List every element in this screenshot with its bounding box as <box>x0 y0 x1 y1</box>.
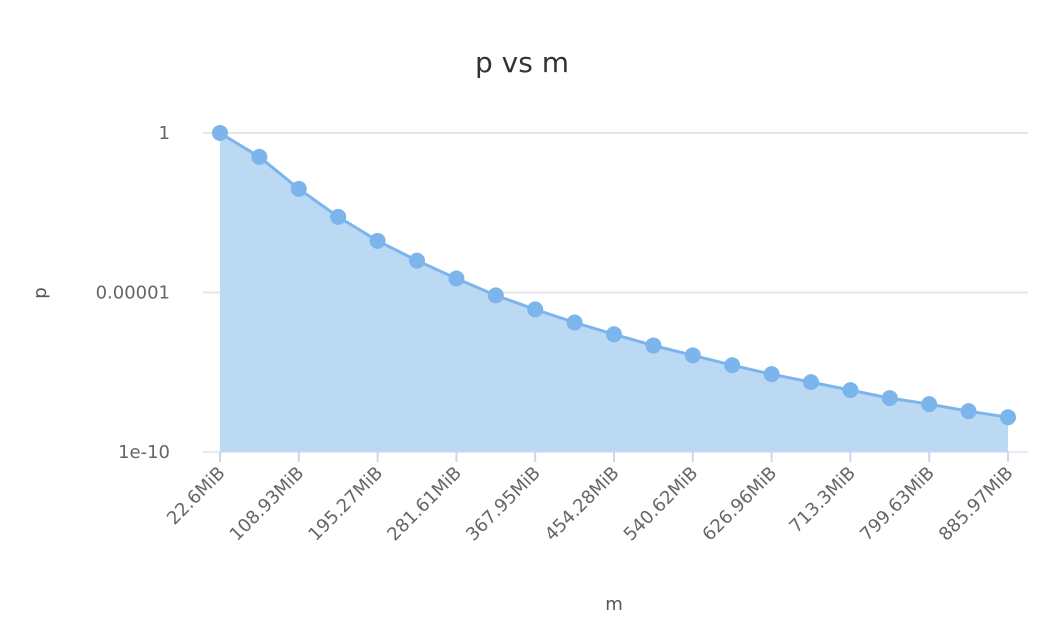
data-point[interactable] <box>881 390 898 407</box>
x-tick-label: 540.62MiB <box>620 463 703 546</box>
data-point[interactable] <box>684 347 701 364</box>
x-tick-label: 885.97MiB <box>935 463 1018 546</box>
x-tick-label: 195.27MiB <box>304 463 387 546</box>
y-tick-label: 1 <box>159 123 170 144</box>
x-tick-label: 281.61MiB <box>383 463 466 546</box>
data-point[interactable] <box>842 382 859 399</box>
data-point[interactable] <box>527 301 544 318</box>
y-axis-label: p <box>30 287 51 298</box>
y-tick-label: 1e-10 <box>118 442 170 463</box>
data-point[interactable] <box>921 396 938 413</box>
x-tick-label: 713.3MiB <box>785 463 860 538</box>
x-tick-label: 22.6MiB <box>163 463 229 529</box>
data-point[interactable] <box>251 148 268 165</box>
data-point[interactable] <box>212 125 228 141</box>
data-point[interactable] <box>290 180 307 197</box>
series-area <box>220 133 1008 452</box>
data-point[interactable] <box>330 208 347 225</box>
data-point[interactable] <box>724 357 741 374</box>
data-point[interactable] <box>1000 409 1016 426</box>
data-point[interactable] <box>408 252 425 269</box>
x-tick-label: 626.96MiB <box>698 463 781 546</box>
data-point[interactable] <box>487 287 504 304</box>
data-point[interactable] <box>369 232 386 249</box>
data-point[interactable] <box>645 337 662 354</box>
data-point[interactable] <box>605 326 622 343</box>
data-point[interactable] <box>566 314 583 331</box>
x-tick-label: 454.28MiB <box>541 463 624 546</box>
data-point[interactable] <box>960 403 977 420</box>
data-point[interactable] <box>448 270 465 287</box>
data-point[interactable] <box>803 374 820 391</box>
y-tick-label: 0.00001 <box>96 283 170 304</box>
data-point[interactable] <box>763 366 780 383</box>
x-tick-label: 108.93MiB <box>226 463 309 546</box>
chart-title: p vs m <box>475 46 569 79</box>
x-tick-label: 367.95MiB <box>462 463 545 546</box>
x-tick-label: 799.63MiB <box>856 463 939 546</box>
x-axis-label: m <box>605 594 623 615</box>
